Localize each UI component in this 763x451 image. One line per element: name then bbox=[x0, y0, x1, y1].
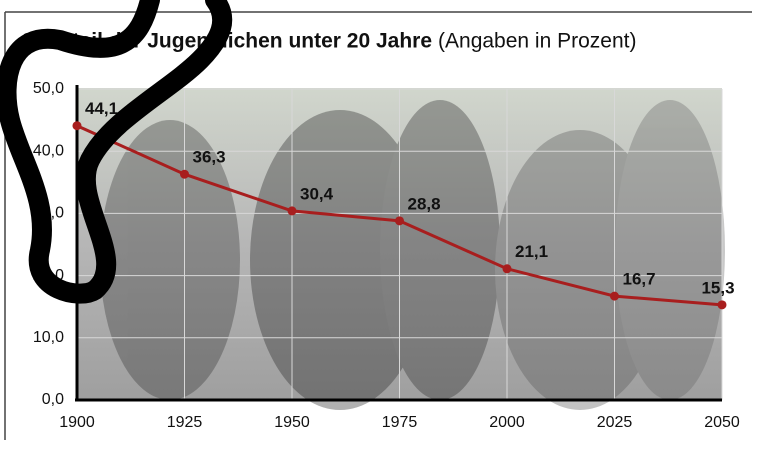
x-tick-label: 1900 bbox=[59, 414, 95, 431]
data-point bbox=[395, 216, 404, 226]
data-point bbox=[717, 300, 727, 310]
data-point bbox=[72, 121, 82, 131]
data-point bbox=[287, 206, 297, 216]
x-tick-label: 1950 bbox=[274, 414, 310, 431]
y-tick-label: 40,0 bbox=[33, 142, 64, 159]
data-label: 44,1 bbox=[85, 99, 118, 118]
photo-figures bbox=[100, 100, 725, 410]
chart-subtitle: (Angaben in Prozent) bbox=[438, 30, 636, 53]
data-point bbox=[610, 291, 619, 301]
scribble bbox=[0, 0, 233, 304]
data-label: 21,1 bbox=[515, 242, 548, 261]
y-tick-label: 0,0 bbox=[42, 391, 64, 408]
y-tick-label: 10,0 bbox=[33, 329, 64, 346]
x-tick-label: 2025 bbox=[597, 414, 633, 431]
y-tick-label: 50,0 bbox=[33, 80, 64, 97]
data-label: 30,4 bbox=[300, 184, 334, 203]
data-label: 36,3 bbox=[193, 148, 226, 167]
x-tick-label: 1925 bbox=[167, 414, 203, 431]
x-tick-label: 2000 bbox=[489, 414, 525, 431]
data-point bbox=[180, 169, 189, 179]
data-point bbox=[502, 264, 512, 274]
x-tick-label: 2050 bbox=[704, 414, 740, 431]
x-tick-label: 1975 bbox=[382, 414, 418, 431]
data-label: 16,7 bbox=[623, 270, 656, 289]
data-label: 28,8 bbox=[408, 194, 441, 213]
data-label: 15,3 bbox=[701, 278, 734, 297]
